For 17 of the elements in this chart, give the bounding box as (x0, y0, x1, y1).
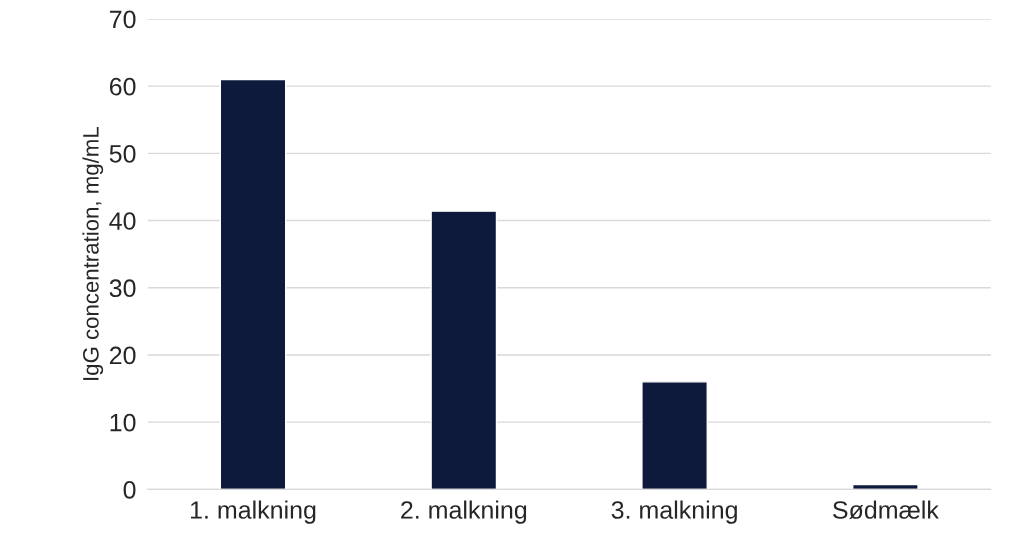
y-tick-label: 20 (109, 346, 136, 365)
bar (219, 78, 287, 490)
x-tick-label: 2. malkning (401, 500, 527, 524)
bar (430, 210, 498, 490)
bar (641, 381, 708, 490)
y-tick-label: 60 (109, 77, 136, 96)
bar (852, 483, 919, 490)
y-tick-label: 50 (109, 144, 136, 163)
y-tick-label: 0 (123, 480, 136, 499)
y-tick-label: 30 (109, 279, 136, 298)
x-tick-label: 1. malkning (190, 500, 316, 524)
x-tick-label: 3. malkning (611, 500, 737, 524)
y-tick-label: 70 (109, 10, 136, 29)
y-tick-label: 10 (110, 413, 136, 432)
y-tick-label: 40 (109, 212, 136, 230)
y-axis-title: IgG concentration, mg/mL (82, 127, 104, 380)
x-tick-label: Sødmælk (833, 500, 939, 520)
